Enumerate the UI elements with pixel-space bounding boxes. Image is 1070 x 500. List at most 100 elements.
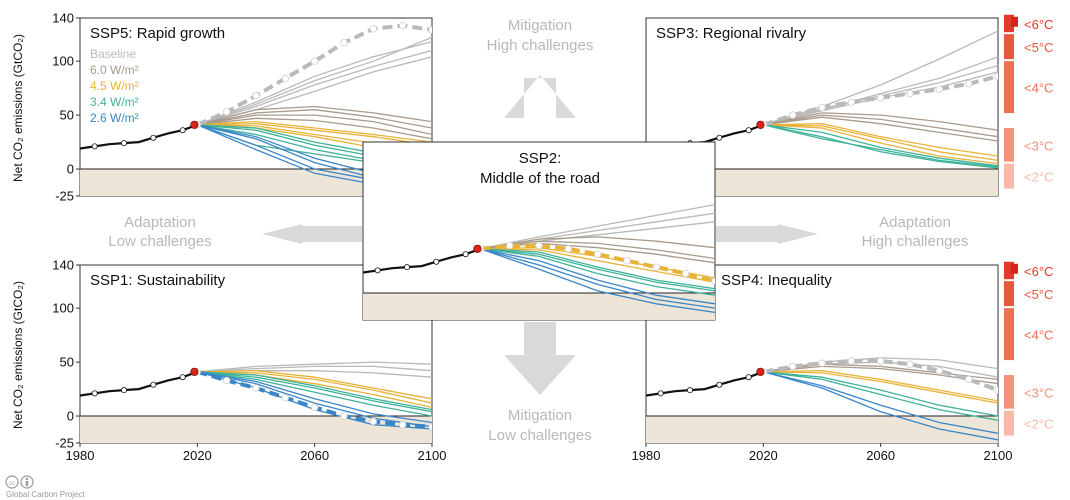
series-line-w26 — [763, 371, 998, 441]
legend-entry: Baseline — [90, 47, 136, 61]
y-tick-label: -25 — [55, 436, 74, 451]
highlighted-point — [994, 72, 998, 80]
history-point — [374, 267, 381, 274]
temperature-label: <4°C — [1024, 81, 1053, 96]
series-line-w26 — [480, 248, 715, 314]
legend: Baseline 6.0 W/m² 4.5 W/m² 3.4 W/m² 2.6 W/m² — [90, 47, 139, 125]
highlighted-point — [281, 393, 290, 402]
panel-title: SSP5: Rapid growth — [90, 25, 225, 42]
history-point — [121, 387, 128, 394]
history-point — [716, 134, 723, 141]
temperature-band-marker — [1011, 16, 1018, 27]
highlighted-point — [681, 269, 690, 278]
highlighted-point — [652, 263, 661, 271]
history-line — [80, 123, 198, 150]
arrow-right-shaft — [716, 226, 780, 242]
series-line-w45 — [763, 124, 998, 162]
temperature-band — [1004, 308, 1014, 361]
series-line-baseline — [763, 30, 998, 126]
series-line-w60 — [763, 112, 998, 131]
direction-down-line2: Low challenges — [488, 427, 591, 444]
temperature-band — [1004, 261, 1014, 280]
panel-ssp2: SSP2: Middle of the road — [362, 141, 716, 321]
highlighted-point — [876, 357, 885, 365]
legend-entry: 4.5 W/m² — [90, 79, 139, 93]
highlighted-point — [281, 74, 290, 83]
series-line-w60 — [197, 109, 432, 129]
series-line-w45 — [763, 370, 998, 402]
highlighted-point — [994, 386, 998, 394]
series-line-w26 — [197, 371, 432, 424]
legend-entry: 3.4 W/m² — [90, 95, 139, 109]
highlighted-point — [428, 26, 432, 34]
temperature-label: <5°C — [1024, 287, 1053, 302]
highlighted-point — [964, 80, 973, 88]
series-line-w60 — [480, 236, 715, 250]
history-point — [150, 381, 157, 388]
series-line-w45 — [197, 370, 432, 400]
series-line-w26 — [480, 248, 715, 309]
history-point — [179, 127, 186, 134]
series-line-w26 — [763, 371, 998, 434]
direction-down-line1: Mitigation — [508, 407, 572, 424]
direction-right-line1: Adaptation — [879, 214, 951, 231]
series-line-w34 — [197, 371, 432, 417]
highlighted-point — [964, 375, 973, 384]
temperature-band — [1004, 61, 1014, 114]
temperature-band — [1004, 128, 1014, 162]
series-line-w45 — [480, 248, 715, 283]
series-line-w45 — [763, 371, 998, 404]
y-axis-label-bottom: Net CO₂ emissions (GtCO₂) — [11, 281, 25, 429]
series-line-w26 — [197, 371, 432, 428]
series-line-w60 — [763, 114, 998, 138]
temperature-band-marker — [1011, 263, 1018, 274]
series-line-w26 — [480, 248, 715, 305]
history-line — [646, 370, 764, 397]
series-line-w34 — [763, 124, 998, 169]
highlighted-point — [398, 21, 407, 30]
current-year-marker — [190, 367, 199, 376]
direction-arrows — [262, 75, 818, 395]
center-title-line1: SSP2: — [519, 150, 562, 167]
highlighted-point — [935, 367, 944, 375]
x-tick-label: 2100 — [984, 448, 1013, 463]
highlighted-point — [505, 241, 514, 250]
series-line-baseline — [197, 365, 432, 373]
history-point — [433, 258, 440, 265]
temperature-band — [1004, 375, 1014, 409]
series-group — [363, 203, 715, 314]
series-line-w45 — [763, 124, 998, 165]
y-tick-label: 100 — [52, 301, 74, 316]
history-point — [91, 143, 98, 150]
series-line-w34 — [763, 371, 998, 421]
highlighted-point — [310, 57, 319, 65]
direction-up-line1: Mitigation — [508, 17, 572, 34]
panel-title: SSP4: Inequality — [721, 272, 832, 289]
highlighted-point — [252, 91, 260, 100]
cc-logo-icon: cc — [5, 475, 34, 489]
highlighted-point — [847, 98, 856, 106]
highlighted-point — [369, 417, 378, 426]
highlighted-point — [935, 85, 944, 93]
x-tick-label: 2060 — [300, 448, 329, 463]
y-tick-label: -25 — [55, 189, 74, 204]
series-line-w60 — [197, 114, 432, 136]
temperature-label: <6°C — [1024, 264, 1053, 279]
series-line-baseline — [197, 361, 432, 373]
history-line — [363, 247, 481, 274]
history-point — [745, 374, 752, 381]
y-tick-label: 100 — [52, 54, 74, 69]
series-line-w34 — [763, 124, 998, 167]
history-line — [80, 370, 198, 397]
temperature-scale-bottom: <6°C <5°C <4°C <3°C <2°C — [1004, 261, 1053, 436]
arrow-up-icon — [504, 75, 576, 118]
highlighted-point — [369, 25, 378, 33]
series-line-w45 — [197, 120, 432, 143]
direction-up-line2: High challenges — [487, 37, 594, 54]
history-point — [403, 264, 410, 271]
temperature-scale-top: <6°C <5°C <4°C <3°C <2°C — [1004, 14, 1053, 189]
legend-entry: 2.6 W/m² — [90, 111, 139, 125]
history-point — [150, 134, 157, 141]
highlighted-point — [340, 412, 348, 420]
